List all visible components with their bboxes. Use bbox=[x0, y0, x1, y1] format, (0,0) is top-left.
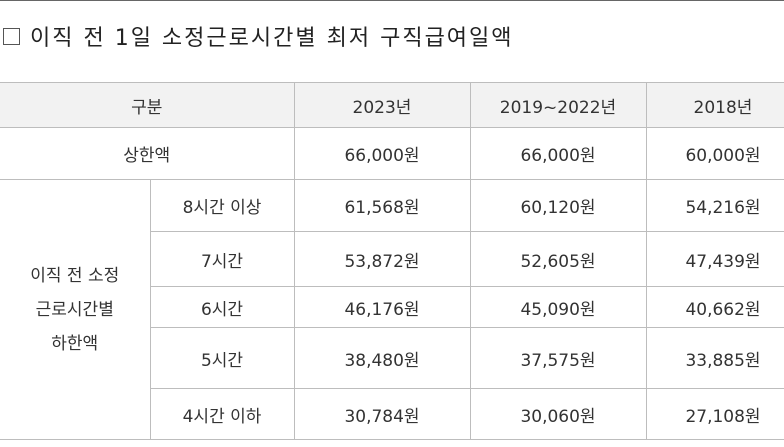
table-row: 이직 전 소정 근로시간별 하한액 8시간 이상 61,568원 60,120원… bbox=[0, 179, 784, 440]
header-2019-2022: 2019~2022년 bbox=[469, 82, 647, 128]
table-cell: 60,120원 bbox=[469, 179, 647, 232]
table-row-upper-limit: 상한액 66,000원 66,000원 60,000원 bbox=[0, 127, 784, 180]
table-cell: 38,480원 bbox=[293, 327, 471, 389]
table-cell: 27,108원 bbox=[645, 388, 784, 440]
group-label-line: 근로시간별 bbox=[35, 299, 114, 320]
title-row: 이직 전 1일 소정근로시간별 최저 구직급여일액 bbox=[3, 19, 514, 53]
header-2023: 2023년 bbox=[293, 82, 471, 128]
group-label-line: 하한액 bbox=[51, 333, 99, 354]
group-label-line: 이직 전 소정 bbox=[30, 265, 120, 286]
row-label: 6시간 bbox=[149, 286, 295, 328]
table-row: 4시간 이하 30,784원 30,060원 27,108원 bbox=[0, 388, 784, 440]
table-cell: 37,575원 bbox=[469, 327, 647, 389]
upper-limit-label: 상한액 bbox=[0, 127, 295, 180]
table-cell: 66,000원 bbox=[469, 127, 647, 180]
table-cell: 30,784원 bbox=[293, 388, 471, 440]
table-cell: 66,000원 bbox=[293, 127, 471, 180]
table-row: 7시간 53,872원 52,605원 47,439원 bbox=[0, 231, 784, 287]
table-cell: 40,662원 bbox=[645, 286, 784, 328]
table-cell: 46,176원 bbox=[293, 286, 471, 328]
top-divider bbox=[0, 0, 784, 1]
table-cell: 33,885원 bbox=[645, 327, 784, 389]
table-cell: 54,216원 bbox=[645, 179, 784, 232]
benefit-table: 구분 2023년 2019~2022년 2018년 상한액 66,000원 66… bbox=[0, 82, 784, 440]
row-label: 8시간 이상 bbox=[149, 179, 295, 232]
header-category: 구분 bbox=[0, 82, 295, 128]
table-header-row: 구분 2023년 2019~2022년 2018년 bbox=[0, 82, 784, 128]
table-cell: 30,060원 bbox=[469, 388, 647, 440]
table-cell: 60,000원 bbox=[645, 127, 784, 180]
table-cell: 52,605원 bbox=[469, 231, 647, 287]
row-label: 5시간 bbox=[149, 327, 295, 389]
row-label: 4시간 이하 bbox=[149, 388, 295, 440]
table-cell: 47,439원 bbox=[645, 231, 784, 287]
row-label: 7시간 bbox=[149, 231, 295, 287]
lower-limit-group-label: 이직 전 소정 근로시간별 하한액 bbox=[0, 179, 151, 440]
table-cell: 61,568원 bbox=[293, 179, 471, 232]
table-cell: 45,090원 bbox=[469, 286, 647, 328]
page-title: 이직 전 1일 소정근로시간별 최저 구직급여일액 bbox=[30, 26, 514, 51]
checkbox-icon[interactable] bbox=[3, 27, 20, 45]
header-2018: 2018년 bbox=[645, 82, 784, 128]
table-cell: 53,872원 bbox=[293, 231, 471, 287]
